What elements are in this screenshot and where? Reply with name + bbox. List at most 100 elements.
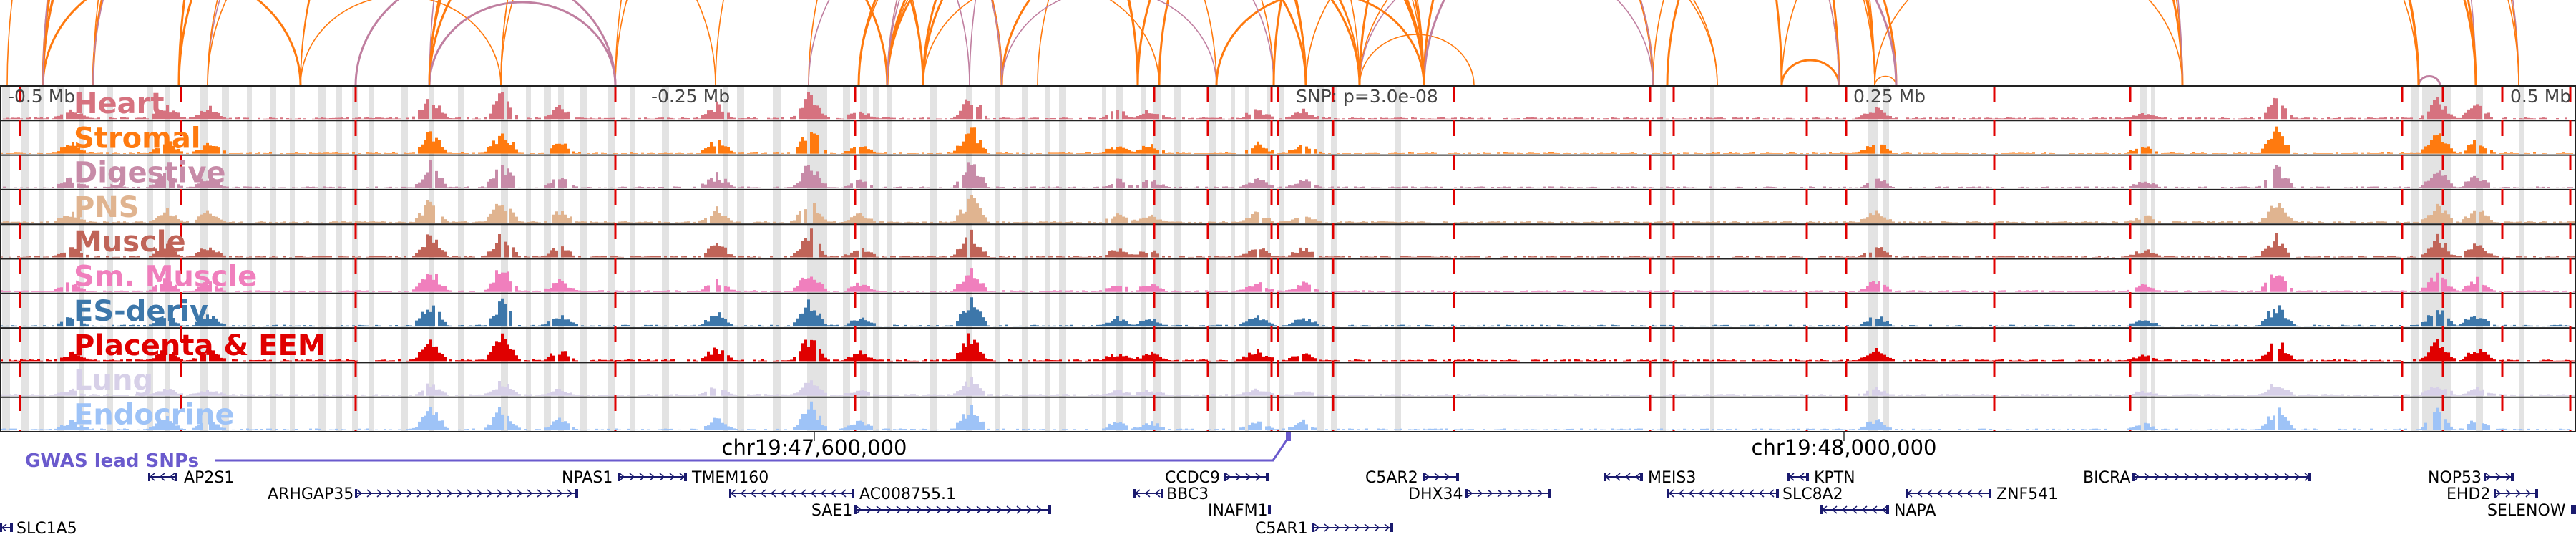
track-endocrine [0, 401, 2576, 432]
track-label: ES-deriv [74, 295, 208, 328]
gene-npas1[interactable]: NPAS1 [562, 469, 687, 487]
loop-arc [1001, 0, 1217, 87]
gene-selenow[interactable]: SELENOW [2487, 502, 2576, 520]
signal-bars [0, 126, 2573, 154]
gene-tmem160[interactable]: TMEM160 [691, 469, 769, 487]
gene-c5ar1[interactable]: C5AR1 [1255, 520, 1393, 537]
gene-label[interactable]: AC008755.1 [859, 485, 956, 503]
gene-label[interactable]: DHX34 [1408, 485, 1463, 503]
gene-label[interactable]: MEIS3 [1648, 469, 1696, 487]
loop-arcs [6, 0, 2519, 87]
loop-arc [1666, 0, 2477, 87]
loop-arc [1781, 0, 2419, 87]
coordinate-axis: chr19:47,600,000 chr19:48,000,000 [722, 432, 1937, 460]
gene-nop53[interactable]: NOP53 [2428, 469, 2514, 487]
gene-c5ar2[interactable]: C5AR2 [1365, 469, 1459, 487]
gene-label[interactable]: C5AR2 [1365, 469, 1418, 487]
gene-napa[interactable]: NAPA [1820, 502, 1936, 520]
loop-arc [887, 0, 1840, 87]
exon [0, 523, 2, 532]
gene-label[interactable]: SLC1A5 [16, 520, 77, 537]
gene-label[interactable]: C5AR1 [1255, 520, 1308, 537]
gene-label[interactable]: ZNF541 [1996, 485, 2058, 503]
gene-inafm1[interactable]: INAFM1 [1208, 502, 1271, 520]
exon [1268, 505, 1271, 514]
gene-label[interactable]: SAE1 [811, 502, 852, 520]
exon [1667, 489, 1669, 498]
loop-arc [1652, 0, 2519, 87]
gene-label[interactable]: NOP53 [2428, 469, 2482, 487]
gene-label[interactable]: KPTN [1814, 469, 1855, 487]
exon [684, 473, 687, 481]
exon [2308, 473, 2311, 481]
loop-arc [207, 0, 716, 87]
exon [2494, 489, 2496, 498]
exon [1465, 489, 1468, 498]
exon [1423, 473, 1425, 481]
loop-arc [207, 0, 1138, 87]
track-stromal [0, 126, 2576, 156]
gene-bbc3[interactable]: BBC3 [1133, 485, 1209, 503]
loop-arc [428, 0, 1307, 87]
loop-arc [922, 0, 1654, 87]
exon [1886, 505, 1889, 514]
loop-arc [1215, 0, 1425, 87]
gene-label[interactable]: BBC3 [1166, 485, 1209, 503]
loop-arc [886, 0, 1425, 87]
exon [1604, 473, 1606, 481]
exon [1820, 505, 1823, 514]
gene-meis3[interactable]: MEIS3 [1604, 469, 1696, 487]
exon [618, 473, 620, 481]
gene-label[interactable]: NPAS1 [562, 469, 613, 487]
gene-ap2s1[interactable]: AP2S1 [148, 469, 234, 487]
gene-ac008755-1[interactable]: AC008755.1 [729, 485, 956, 503]
gene-znf541[interactable]: ZNF541 [1906, 485, 2058, 503]
gene-label[interactable]: NAPA [1894, 502, 1936, 520]
loop-arc [886, 0, 1307, 87]
signal-tracks [0, 92, 2576, 432]
signal-bars [0, 195, 2576, 223]
gwas-track[interactable]: GWAS lead SNPs [25, 432, 1291, 472]
coord-label-2: chr19:48,000,000 [1752, 435, 1937, 460]
loop-arc [1423, 0, 2420, 87]
track-label: PNS [74, 191, 140, 224]
gene-dhx34[interactable]: DHX34 [1408, 485, 1551, 503]
gene-label[interactable]: BICRA [2083, 469, 2130, 487]
gene-label[interactable]: TMEM160 [691, 469, 769, 487]
loop-arc [1359, 34, 1475, 87]
gene-label[interactable]: ARHGAP35 [268, 485, 353, 503]
strand-arrow-icon [1225, 473, 1262, 481]
exon [1787, 473, 1790, 481]
loop-arc [42, 0, 924, 87]
track-placenta-eem [0, 333, 2576, 364]
loop-arc [615, 0, 2183, 87]
exon [148, 473, 150, 481]
gene-ccdc9[interactable]: CCDC9 [1165, 469, 1269, 487]
gene-label[interactable]: SELENOW [2487, 502, 2566, 520]
exon [175, 473, 177, 481]
snp-pvalue-label: SNP: p=3.0e-08 [1296, 86, 1438, 107]
snp-dashed-lines [19, 86, 2572, 432]
strand-arrow-icon [2134, 473, 2311, 481]
gene-kptn[interactable]: KPTN [1787, 469, 1855, 487]
gene-sae1[interactable]: SAE1 [811, 502, 1051, 520]
gene-label[interactable]: EHD2 [2446, 485, 2490, 503]
exon [1048, 505, 1051, 514]
gene-slc8a2[interactable]: SLC8A2 [1667, 485, 1843, 503]
exon [1133, 489, 1136, 498]
gene-bicra[interactable]: BICRA [2083, 469, 2311, 487]
strand-arrow-icon [2495, 489, 2532, 498]
signal-bars [0, 333, 2576, 362]
loop-arc [1037, 0, 1875, 87]
gene-label[interactable]: CCDC9 [1165, 469, 1220, 487]
ruler-mid-right-label: 0.25 Mb [1853, 86, 1926, 107]
gwas-snp-marker[interactable] [1286, 432, 1291, 441]
gene-label[interactable]: AP2S1 [184, 469, 234, 487]
track-digestive [0, 160, 2576, 190]
gene-slc1a5[interactable]: SLC1A5 [0, 520, 77, 537]
gene-label[interactable]: INAFM1 [1208, 502, 1268, 520]
gene-arhgap35[interactable]: ARHGAP35 [268, 485, 578, 503]
gene-label[interactable]: SLC8A2 [1782, 485, 1843, 503]
gene-ehd2[interactable]: EHD2 [2446, 485, 2538, 503]
track-sm-muscle [0, 268, 2576, 294]
